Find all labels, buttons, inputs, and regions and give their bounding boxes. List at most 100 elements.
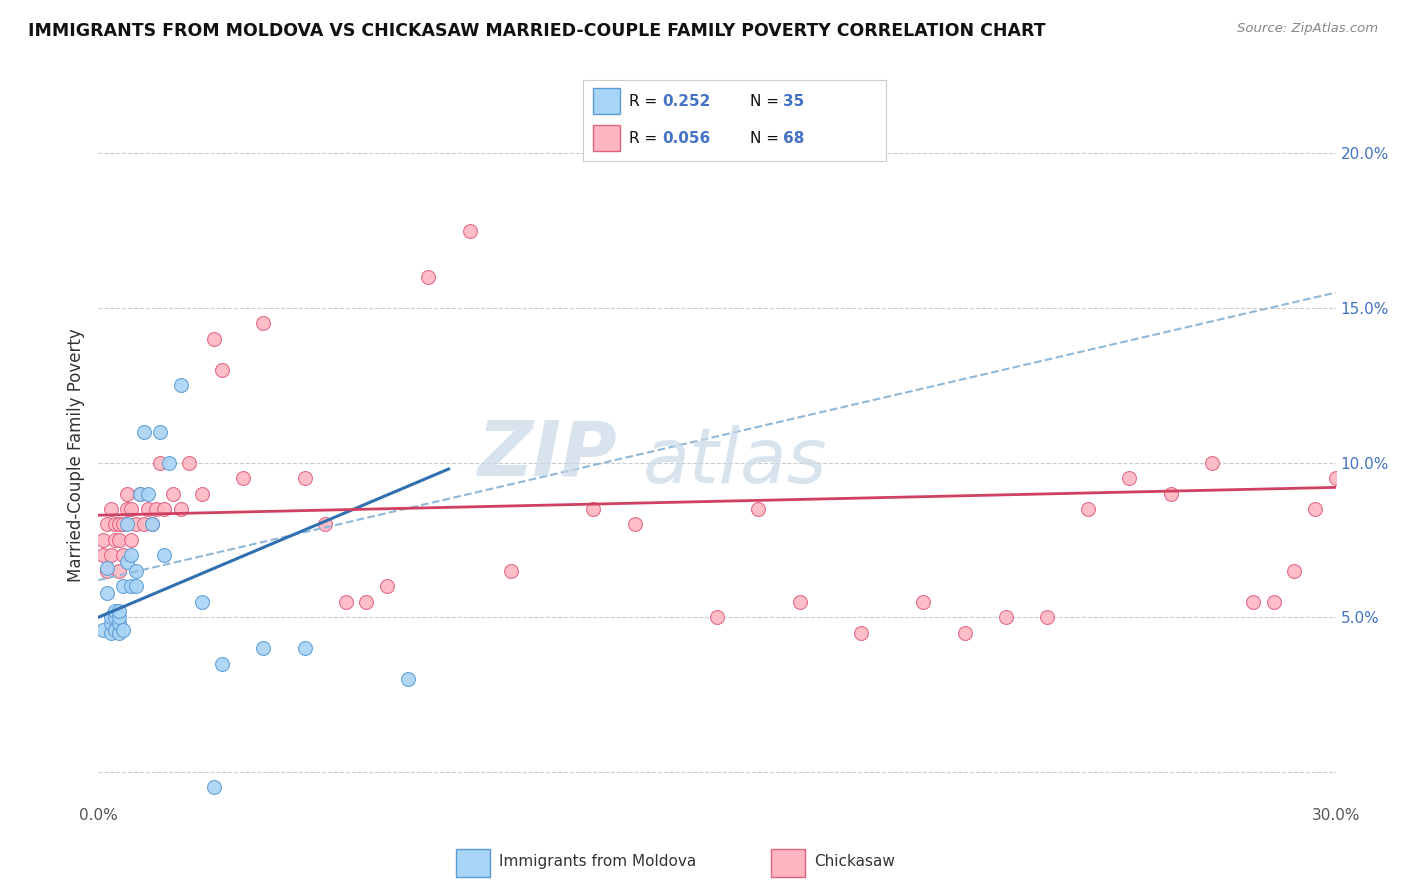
FancyBboxPatch shape	[456, 849, 489, 877]
Text: Source: ZipAtlas.com: Source: ZipAtlas.com	[1237, 22, 1378, 36]
Text: N =: N =	[749, 94, 783, 109]
Point	[112, 579, 135, 593]
Point	[1160, 486, 1182, 500]
Point	[252, 317, 274, 331]
Point	[112, 623, 135, 637]
Point	[117, 502, 139, 516]
FancyBboxPatch shape	[592, 125, 620, 151]
Point	[157, 456, 180, 470]
Point	[499, 564, 522, 578]
Point	[1284, 564, 1306, 578]
Point	[112, 517, 135, 532]
Point	[1303, 502, 1326, 516]
Point	[120, 533, 142, 547]
Point	[149, 456, 172, 470]
Point	[252, 641, 274, 656]
Point	[120, 579, 142, 593]
Point	[108, 564, 131, 578]
Point	[706, 610, 728, 624]
Point	[170, 378, 193, 392]
Point	[335, 595, 357, 609]
Point	[202, 780, 225, 795]
Point	[112, 549, 135, 563]
Point	[124, 517, 146, 532]
Point	[190, 486, 212, 500]
Text: 35: 35	[783, 94, 804, 109]
Point	[108, 533, 131, 547]
Point	[623, 517, 645, 532]
Point	[202, 332, 225, 346]
Point	[132, 517, 155, 532]
Point	[1263, 595, 1285, 609]
Point	[1346, 486, 1368, 500]
Point	[120, 502, 142, 516]
Point	[104, 604, 127, 618]
Point	[418, 270, 440, 285]
Point	[91, 533, 114, 547]
Point	[104, 610, 127, 624]
Point	[747, 502, 769, 516]
Point	[104, 517, 127, 532]
Point	[314, 517, 336, 532]
FancyBboxPatch shape	[770, 849, 806, 877]
Point	[153, 502, 176, 516]
Point	[1386, 595, 1406, 609]
Point	[190, 595, 212, 609]
Point	[108, 616, 131, 631]
Text: atlas: atlas	[643, 425, 827, 499]
Point	[100, 549, 122, 563]
Point	[104, 623, 127, 637]
Point	[104, 533, 127, 547]
Point	[1201, 456, 1223, 470]
Point	[100, 610, 122, 624]
Point	[375, 579, 398, 593]
Point	[232, 471, 254, 485]
Point	[136, 486, 159, 500]
Point	[145, 502, 167, 516]
Point	[120, 549, 142, 563]
Point	[124, 579, 146, 593]
Point	[96, 564, 118, 578]
Text: R =: R =	[628, 94, 662, 109]
Point	[1118, 471, 1140, 485]
Text: N =: N =	[749, 130, 783, 145]
Point	[211, 363, 233, 377]
Point	[1241, 595, 1264, 609]
Text: R =: R =	[628, 130, 662, 145]
Y-axis label: Married-Couple Family Poverty: Married-Couple Family Poverty	[67, 328, 86, 582]
Text: IMMIGRANTS FROM MOLDOVA VS CHICKASAW MARRIED-COUPLE FAMILY POVERTY CORRELATION C: IMMIGRANTS FROM MOLDOVA VS CHICKASAW MAR…	[28, 22, 1046, 40]
Point	[100, 616, 122, 631]
Point	[141, 517, 163, 532]
Text: ZIP: ZIP	[478, 418, 619, 491]
Point	[1036, 610, 1059, 624]
Point	[789, 595, 811, 609]
Point	[117, 486, 139, 500]
Point	[117, 555, 139, 569]
Point	[124, 564, 146, 578]
Point	[953, 625, 976, 640]
Point	[994, 610, 1017, 624]
Point	[108, 517, 131, 532]
Point	[108, 610, 131, 624]
Point	[170, 502, 193, 516]
Point	[912, 595, 935, 609]
FancyBboxPatch shape	[592, 88, 620, 114]
Point	[100, 625, 122, 640]
Point	[91, 623, 114, 637]
Point	[117, 517, 139, 532]
Point	[96, 561, 118, 575]
Point	[132, 425, 155, 439]
Point	[149, 425, 172, 439]
Point	[96, 517, 118, 532]
Point	[458, 224, 481, 238]
Point	[153, 549, 176, 563]
Text: Immigrants from Moldova: Immigrants from Moldova	[499, 855, 696, 869]
Text: 68: 68	[783, 130, 804, 145]
Text: Chickasaw: Chickasaw	[814, 855, 896, 869]
Point	[582, 502, 605, 516]
Point	[141, 517, 163, 532]
Point	[91, 549, 114, 563]
Point	[96, 585, 118, 599]
Point	[294, 471, 316, 485]
Point	[211, 657, 233, 671]
